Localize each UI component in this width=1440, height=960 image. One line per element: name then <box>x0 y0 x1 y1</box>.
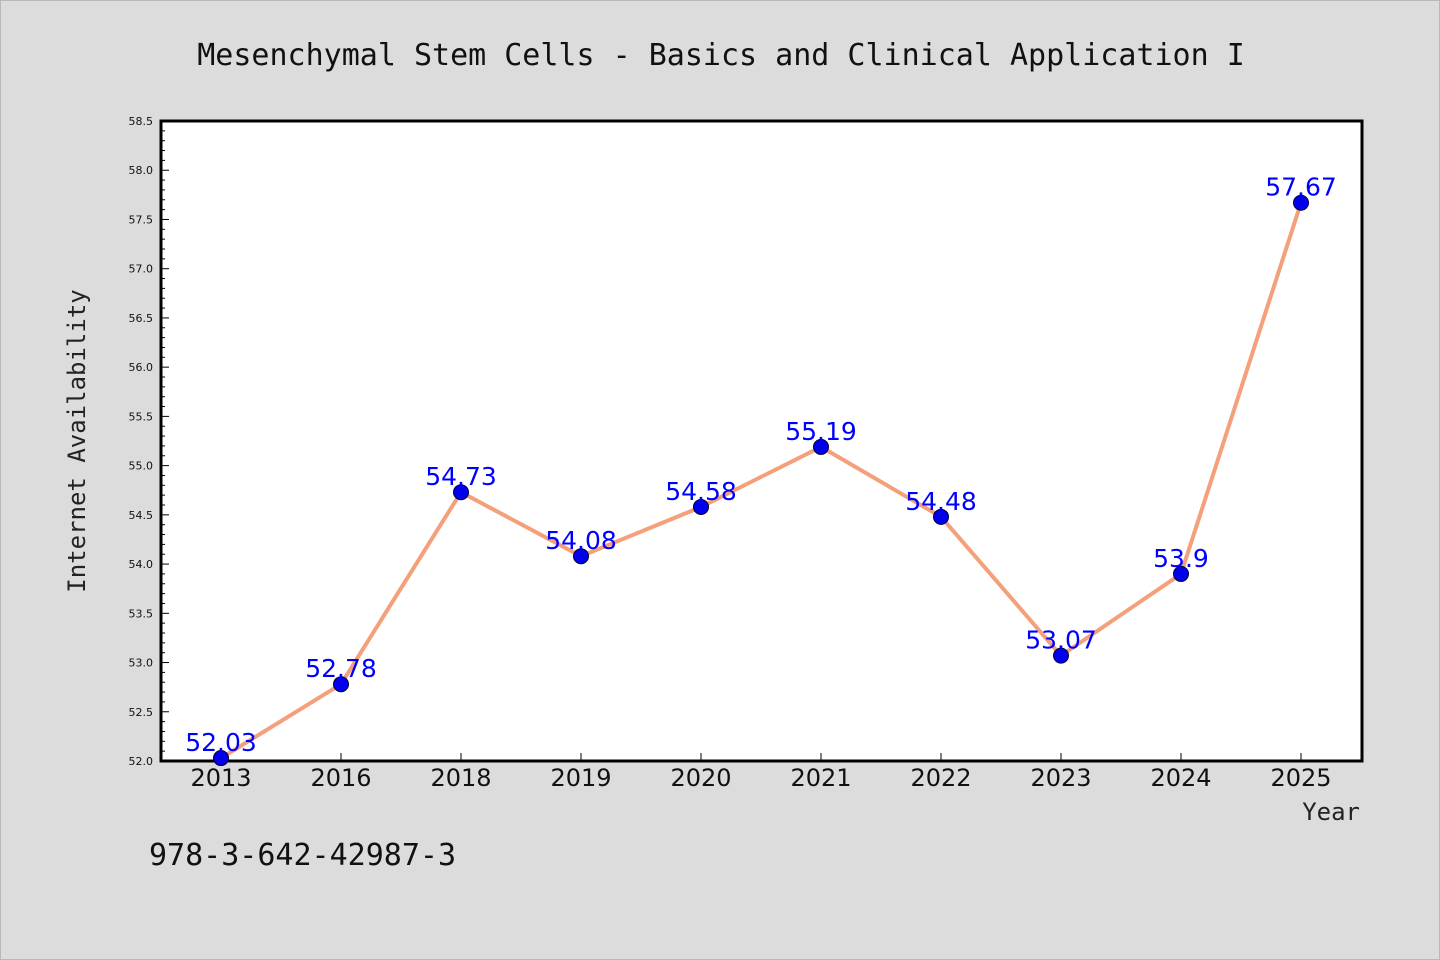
data-point <box>1173 565 1189 582</box>
y-tick-label: 52.5 <box>129 706 154 719</box>
y-tick-label: 58.5 <box>129 115 154 128</box>
y-tick-label: 53.0 <box>129 657 154 670</box>
data-label: 53.9 <box>1153 544 1209 573</box>
y-tick-label: 57.5 <box>129 213 154 226</box>
chart-title: Mesenchymal Stem Cells - Basics and Clin… <box>197 38 1245 73</box>
x-tick-label: 2020 <box>670 764 731 792</box>
data-point <box>813 438 829 455</box>
data-point <box>333 676 349 693</box>
x-tick-label: 2025 <box>1270 764 1331 792</box>
data-label: 54.58 <box>665 477 737 506</box>
x-tick-label: 2024 <box>1150 764 1211 792</box>
data-label: 53.07 <box>1025 626 1097 655</box>
x-axis-label: Year <box>1302 798 1360 826</box>
data-point <box>213 750 229 767</box>
data-label: 54.73 <box>425 462 497 491</box>
x-tick-label: 2021 <box>790 764 851 792</box>
y-tick-label: 54.5 <box>129 509 154 522</box>
data-label: 55.19 <box>785 417 857 446</box>
y-tick-label: 55.5 <box>129 410 154 423</box>
y-tick-label: 53.5 <box>129 607 154 620</box>
data-point <box>453 484 469 501</box>
series-line <box>219 202 1303 760</box>
data-point <box>573 548 589 565</box>
data-label: 57.67 <box>1265 173 1337 202</box>
y-tick-label: 55.0 <box>129 460 154 473</box>
x-tick-label: 2018 <box>430 764 491 792</box>
data-label: 54.48 <box>905 487 977 516</box>
isbn-footer: 978-3-642-42987-3 <box>149 838 456 873</box>
y-tick-label: 57.0 <box>129 263 154 276</box>
data-labels: 52.03 52.78 54.73 54.08 54.58 55.19 54.48 53.07… <box>185 173 1337 757</box>
data-point <box>693 498 709 515</box>
x-axis: 2013 2016 2018 2019 2020 2021 2022 2023 2024 2025 <box>190 753 1332 792</box>
y-tick-label: 56.5 <box>129 312 154 325</box>
data-label: 54.08 <box>545 526 617 555</box>
y-axis-label: Internet Availability <box>63 289 91 592</box>
x-tick-label: 2023 <box>1030 764 1091 792</box>
x-tick-label: 2013 <box>190 764 251 792</box>
y-tick-label: 58.0 <box>129 164 154 177</box>
x-tick-label: 2022 <box>910 764 971 792</box>
data-point <box>933 508 949 525</box>
data-label: 52.03 <box>185 728 257 757</box>
x-tick-label: 2016 <box>310 764 371 792</box>
x-tick-label: 2019 <box>550 764 611 792</box>
y-tick-label: 56.0 <box>129 361 154 374</box>
y-axis: 52.0 52.5 53.0 53.5 54.0 54.5 55.0 55.5 56.0 56.5… <box>129 115 169 768</box>
data-point <box>1293 194 1309 211</box>
y-tick-label: 52.0 <box>129 755 154 768</box>
series-markers <box>213 194 1309 767</box>
y-tick-label: 54.0 <box>129 558 154 571</box>
data-point <box>1053 647 1069 664</box>
data-label: 52.78 <box>305 654 377 683</box>
